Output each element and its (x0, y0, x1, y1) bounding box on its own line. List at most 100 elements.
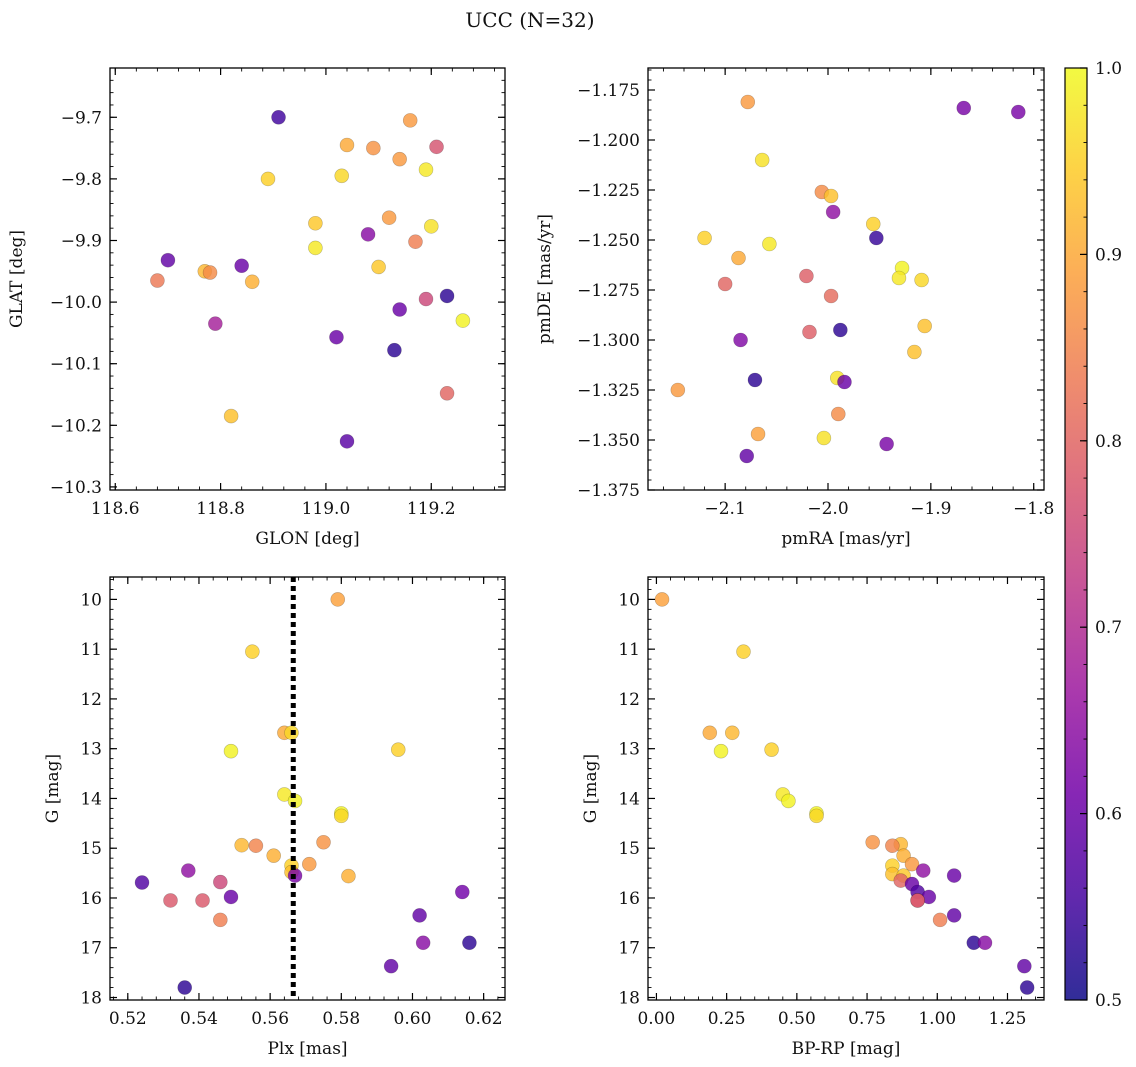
scatter-point (740, 94, 756, 110)
scatter-point (977, 935, 993, 951)
x-axis-label: GLON [deg] (255, 529, 359, 549)
scatter-point (234, 837, 249, 853)
scatter-point (917, 318, 932, 334)
x-tick-label: 0.00 (637, 1009, 675, 1029)
x-tick-label: 0.58 (322, 1009, 360, 1029)
y-tick-label: −10.1 (50, 355, 102, 375)
scatter-point (208, 316, 223, 331)
scatter-point (381, 210, 397, 226)
scatter-point (702, 725, 718, 741)
scatter-point (392, 302, 407, 317)
scatter-point (429, 139, 444, 155)
scatter-point (932, 912, 948, 928)
scatter-point (412, 908, 427, 923)
scatter-point (869, 230, 884, 246)
scatter-point (341, 868, 356, 884)
scatter-point (260, 171, 276, 187)
x-tick-label: −1.9 (910, 499, 951, 519)
y-tick-label: 15 (618, 839, 640, 859)
scatter-point (455, 313, 471, 328)
y-tick-label: −9.7 (61, 108, 102, 128)
scatter-point (308, 215, 323, 231)
scatter-point (439, 288, 455, 304)
scatter-point (339, 434, 355, 449)
scatter-point (390, 742, 406, 757)
scatter-point (1017, 958, 1032, 974)
scatter-point (195, 893, 210, 908)
scatter-point (781, 793, 796, 809)
x-tick-label: −2.1 (705, 499, 746, 519)
y-tick-label: −1.300 (577, 331, 640, 351)
axes-frame (109, 67, 506, 491)
axes-frame (109, 576, 506, 1001)
y-tick-label: 16 (80, 889, 102, 909)
scatter-point (418, 291, 434, 307)
scatter-point (213, 874, 228, 890)
scatter-point (423, 219, 439, 234)
y-tick-label: −1.200 (577, 131, 640, 151)
x-tick-label: 118.8 (196, 499, 245, 519)
y-tick-label: −1.250 (577, 231, 640, 251)
x-tick-label: 0.56 (251, 1009, 289, 1029)
scatter-point (713, 743, 729, 759)
scatter-point (180, 863, 196, 878)
y-tick-label: 11 (618, 640, 640, 660)
x-tick-label: 0.25 (708, 1009, 746, 1029)
panel-plx-g: 0.52 0.54 0.56 0.58 0.60 0.62 10 11 12 13 14 15 16 17… (43, 576, 506, 1059)
y-tick-label: 15 (80, 839, 102, 859)
scatter-point (946, 908, 962, 923)
x-tick-label: 0.60 (394, 1009, 432, 1029)
figure-title: UCC (N=32) (465, 8, 594, 32)
x-tick-label: 0.62 (465, 1009, 503, 1029)
scatter-point (418, 162, 434, 177)
y-tick-label: 10 (618, 590, 640, 610)
scatter-point (1010, 104, 1026, 120)
y-tick-label: −10.2 (50, 416, 102, 436)
y-axis-label: GLAT [deg] (7, 230, 27, 328)
scatter-point (825, 204, 841, 220)
scatter-point (731, 250, 746, 266)
x-tick-label: 0.52 (109, 1009, 147, 1029)
y-tick-label: 13 (80, 740, 102, 760)
x-axis-label: BP-RP [mag] (792, 1039, 901, 1059)
scatter-point (334, 808, 349, 824)
scatter-point (301, 856, 317, 872)
y-axis-label: G [mag] (581, 754, 601, 823)
scatter-point (223, 743, 239, 759)
y-axis-label: G [mag] (43, 754, 63, 823)
scatter-point (234, 258, 249, 274)
x-tick-label: 119.2 (407, 499, 456, 519)
scatter-point (879, 436, 894, 452)
scatter-point (308, 240, 323, 256)
scatter-point (223, 889, 239, 905)
scatter-point (816, 430, 832, 446)
scatter-point (802, 324, 817, 340)
scatter-point (762, 236, 777, 252)
y-tick-label: −10.0 (50, 293, 102, 313)
scatter-point (865, 834, 880, 850)
scatter-point (244, 274, 260, 290)
panel-pmra-pmde: −2.1 −2.0 −1.9 −1.8 −1.375 −1.350 −1.325 −1.300… (535, 67, 1054, 549)
colorbar-tick-label: 0.8 (1095, 432, 1122, 452)
scatter-point (837, 374, 852, 390)
y-tick-label: 11 (80, 640, 102, 660)
scatter-point (360, 227, 376, 242)
scatter-point (733, 332, 748, 348)
colorbar-tick-label: 0.7 (1095, 618, 1122, 638)
y-tick-label: −1.350 (577, 431, 640, 451)
x-tick-label: 118.6 (91, 499, 140, 519)
scatter-point (454, 884, 470, 900)
colorbar-tick-label: 0.5 (1095, 991, 1122, 1011)
scatter-point (402, 113, 418, 128)
y-tick-label: 12 (80, 690, 102, 710)
scatter-point (150, 273, 165, 288)
y-tick-label: 10 (80, 590, 102, 610)
scatter-point (907, 344, 922, 360)
y-tick-label: −1.225 (577, 181, 640, 201)
y-tick-label: 14 (80, 789, 102, 809)
colorbar-gradient (1064, 67, 1088, 1001)
scatter-point (439, 385, 455, 401)
scatter-point (160, 252, 176, 268)
scatter-point (885, 838, 900, 854)
y-tick-label: 13 (618, 740, 640, 760)
